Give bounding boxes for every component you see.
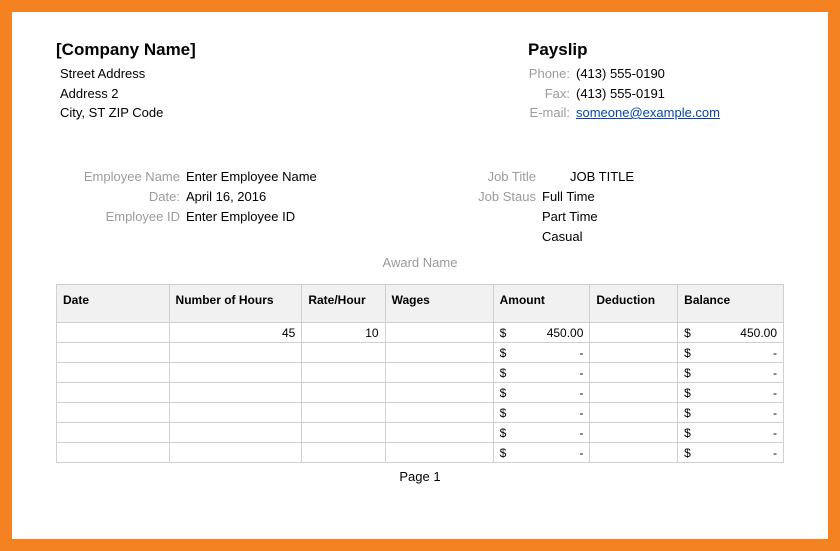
emp-date-value: April 16, 2016	[186, 187, 266, 207]
job-title-value: JOB TITLE	[542, 167, 634, 187]
table-row: $- $-	[57, 363, 784, 383]
cell-date	[57, 443, 170, 463]
cell-wages	[385, 403, 493, 423]
cell-deduction	[590, 443, 678, 463]
col-hours: Number of Hours	[169, 285, 302, 323]
cell-money: $-	[678, 403, 784, 423]
cell-money: $-	[493, 383, 590, 403]
job-status-1: Full Time	[542, 187, 595, 207]
company-city: City, ST ZIP Code	[60, 103, 196, 123]
cell-rate	[302, 423, 385, 443]
emp-name-label: Employee Name	[56, 167, 186, 187]
emp-id-value: Enter Employee ID	[186, 207, 295, 227]
cell-money: $-	[678, 343, 784, 363]
cell-date	[57, 343, 170, 363]
cell-deduction	[590, 363, 678, 383]
cell-rate	[302, 443, 385, 463]
cell-money: $-	[678, 423, 784, 443]
payslip-title: Payslip	[484, 40, 784, 60]
job-status-label: Job Staus	[444, 187, 542, 207]
cell-hours	[169, 343, 302, 363]
cell-hours	[169, 403, 302, 423]
cell-deduction	[590, 403, 678, 423]
company-name: [Company Name]	[56, 40, 196, 60]
header: [Company Name] Street Address Address 2 …	[56, 40, 784, 123]
table-row: $- $-	[57, 403, 784, 423]
cell-wages	[385, 443, 493, 463]
cell-wages	[385, 423, 493, 443]
cell-rate	[302, 363, 385, 383]
job-status-3: Casual	[542, 227, 582, 247]
col-deduction: Deduction	[590, 285, 678, 323]
cell-rate	[302, 343, 385, 363]
table-row: $- $-	[57, 443, 784, 463]
award-label: Award Name	[56, 255, 784, 270]
col-wages: Wages	[385, 285, 493, 323]
cell-rate	[302, 383, 385, 403]
cell-money: $-	[493, 343, 590, 363]
cell-hours	[169, 383, 302, 403]
cell-money: $-	[493, 423, 590, 443]
fax-value: (413) 555-0191	[576, 84, 665, 104]
cell-money: $-	[493, 363, 590, 383]
cell-hours	[169, 443, 302, 463]
cell-wages	[385, 363, 493, 383]
company-address2: Address 2	[60, 84, 196, 104]
cell-money: $-	[678, 383, 784, 403]
cell-date	[57, 383, 170, 403]
table-row: $- $-	[57, 423, 784, 443]
fax-label: Fax:	[484, 84, 576, 104]
cell-deduction	[590, 423, 678, 443]
email-label: E-mail:	[484, 103, 576, 123]
cell-money: $-	[678, 363, 784, 383]
company-street: Street Address	[60, 64, 196, 84]
payslip-block: Payslip Phone: (413) 555-0190 Fax: (413)…	[484, 40, 784, 123]
cell-date	[57, 403, 170, 423]
cell-date	[57, 423, 170, 443]
cell-hours	[169, 423, 302, 443]
cell-money: $-	[678, 443, 784, 463]
phone-label: Phone:	[484, 64, 576, 84]
phone-value: (413) 555-0190	[576, 64, 665, 84]
cell-deduction	[590, 323, 678, 343]
job-title-label: Job Title	[444, 167, 542, 187]
cell-date	[57, 363, 170, 383]
wages-table: Date Number of Hours Rate/Hour Wages Amo…	[56, 284, 784, 463]
cell-wages	[385, 383, 493, 403]
table-row: $- $-	[57, 383, 784, 403]
cell-hours: 45	[169, 323, 302, 343]
emp-id-label: Employee ID	[56, 207, 186, 227]
cell-money: $450.00	[493, 323, 590, 343]
cell-rate: 10	[302, 323, 385, 343]
cell-deduction	[590, 383, 678, 403]
col-date: Date	[57, 285, 170, 323]
cell-date	[57, 323, 170, 343]
col-balance: Balance	[678, 285, 784, 323]
table-row: $- $-	[57, 343, 784, 363]
emp-name-value: Enter Employee Name	[186, 167, 317, 187]
email-value[interactable]: someone@example.com	[576, 103, 720, 123]
cell-wages	[385, 343, 493, 363]
employee-section: Employee Name Enter Employee Name Date: …	[56, 167, 784, 248]
cell-deduction	[590, 343, 678, 363]
table-row: 4510 $450.00 $450.00	[57, 323, 784, 343]
employee-left: Employee Name Enter Employee Name Date: …	[56, 167, 416, 248]
col-amount: Amount	[493, 285, 590, 323]
job-status-2: Part Time	[542, 207, 598, 227]
col-rate: Rate/Hour	[302, 285, 385, 323]
cell-money: $450.00	[678, 323, 784, 343]
company-block: [Company Name] Street Address Address 2 …	[56, 40, 196, 123]
cell-rate	[302, 403, 385, 423]
emp-date-label: Date:	[56, 187, 186, 207]
document-frame: [Company Name] Street Address Address 2 …	[0, 0, 840, 551]
cell-wages	[385, 323, 493, 343]
table-header-row: Date Number of Hours Rate/Hour Wages Amo…	[57, 285, 784, 323]
cell-hours	[169, 363, 302, 383]
employee-right: Job Title JOB TITLE Job Staus Full Time …	[444, 167, 634, 248]
page-number: Page 1	[56, 469, 784, 484]
cell-money: $-	[493, 403, 590, 423]
cell-money: $-	[493, 443, 590, 463]
